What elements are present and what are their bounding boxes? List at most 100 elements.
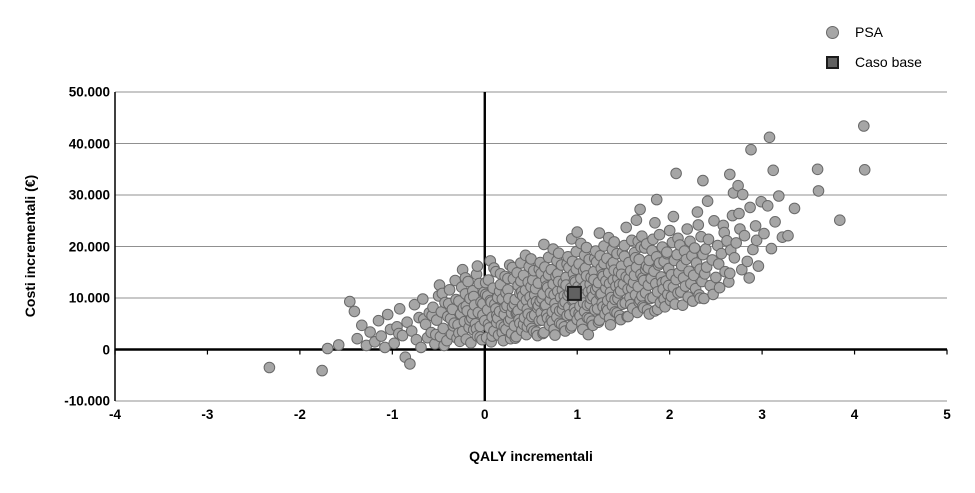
psa-point bbox=[538, 238, 550, 251]
psa-point bbox=[713, 281, 726, 294]
legend-item-psa: PSA bbox=[826, 24, 922, 40]
psa-point bbox=[356, 319, 368, 332]
psa-point bbox=[811, 163, 824, 176]
psa-point bbox=[691, 206, 704, 218]
psa-point bbox=[697, 174, 709, 187]
psa-point bbox=[676, 299, 689, 312]
psa-point bbox=[767, 164, 780, 177]
x-tick-label: 3 bbox=[758, 407, 766, 422]
psa-marker-icon bbox=[826, 25, 839, 39]
psa-point bbox=[702, 233, 715, 246]
psa-point bbox=[419, 318, 432, 331]
y-tick-label: 10.000 bbox=[68, 290, 110, 306]
psa-point bbox=[738, 229, 751, 242]
legend-label-psa: PSA bbox=[855, 24, 884, 40]
psa-point bbox=[471, 260, 484, 272]
psa-point bbox=[724, 267, 736, 280]
x-tick-label: -4 bbox=[108, 407, 122, 422]
psa-point bbox=[351, 332, 364, 345]
psa-point bbox=[321, 342, 334, 355]
psa-point bbox=[728, 251, 741, 264]
psa-point bbox=[752, 260, 765, 272]
psa-point bbox=[724, 168, 736, 181]
x-tick-label: 5 bbox=[943, 407, 951, 422]
psa-point bbox=[745, 143, 757, 156]
x-tick-label: 4 bbox=[850, 407, 859, 422]
x-axis-title: QALY incrementali bbox=[469, 448, 593, 464]
psa-point bbox=[667, 210, 680, 223]
psa-point bbox=[788, 202, 801, 215]
x-tick-label: -2 bbox=[293, 407, 306, 422]
psa-point bbox=[593, 227, 606, 239]
psa-point bbox=[769, 216, 781, 228]
legend-item-caso-base: Caso base bbox=[826, 54, 922, 70]
psa-point bbox=[670, 167, 682, 180]
psa-point bbox=[263, 361, 276, 374]
y-tick-label: 30.000 bbox=[68, 187, 110, 203]
x-tick-label: -3 bbox=[201, 407, 214, 422]
psa-point bbox=[699, 243, 712, 255]
psa-point bbox=[701, 195, 714, 207]
psa-point bbox=[634, 203, 646, 216]
psa-point bbox=[404, 358, 416, 370]
psa-point bbox=[812, 185, 825, 197]
y-tick-label: 50.000 bbox=[68, 84, 110, 100]
psa-point bbox=[688, 242, 701, 254]
psa-point bbox=[730, 237, 743, 249]
y-tick-label: -10.000 bbox=[64, 393, 110, 409]
psa-point bbox=[763, 131, 776, 144]
psa-point bbox=[630, 214, 643, 226]
psa-point bbox=[743, 272, 756, 284]
psa-point bbox=[408, 298, 421, 311]
psa-point bbox=[692, 219, 705, 231]
psa-point bbox=[663, 224, 676, 237]
psa-point bbox=[417, 293, 429, 305]
psa-point bbox=[653, 228, 666, 241]
psa-point bbox=[549, 329, 561, 341]
psa-point bbox=[750, 234, 763, 247]
psa-point bbox=[604, 319, 617, 331]
psa-point bbox=[858, 120, 870, 132]
psa-point bbox=[661, 246, 673, 258]
psa-point bbox=[405, 325, 418, 337]
psa-point bbox=[388, 337, 401, 350]
psa-point bbox=[736, 188, 749, 201]
psa-point bbox=[582, 328, 595, 341]
psa-point bbox=[741, 255, 754, 268]
psa-point bbox=[332, 339, 345, 351]
y-tick-label: 20.000 bbox=[68, 239, 110, 254]
psa-point bbox=[649, 217, 661, 229]
psa-point bbox=[761, 200, 774, 212]
psa-point bbox=[396, 329, 409, 342]
psa-point bbox=[571, 226, 584, 238]
psa-point bbox=[372, 314, 385, 327]
caso-base-marker-icon bbox=[826, 55, 839, 69]
psa-point bbox=[733, 207, 745, 220]
psa-point bbox=[462, 275, 474, 288]
y-tick-label: 0 bbox=[102, 342, 110, 357]
psa-point bbox=[364, 326, 376, 338]
psa-point bbox=[758, 227, 770, 240]
psa-point bbox=[381, 308, 394, 321]
psa-point bbox=[681, 223, 694, 235]
psa-point bbox=[443, 284, 456, 296]
psa-point bbox=[773, 190, 785, 202]
psa-point bbox=[749, 220, 762, 232]
psa-point bbox=[620, 221, 633, 234]
caso-base-point bbox=[566, 285, 582, 301]
y-axis-title: Costi incrementali (€) bbox=[22, 174, 38, 318]
legend: PSA Caso base bbox=[826, 24, 922, 84]
psa-point bbox=[415, 341, 427, 354]
psa-point bbox=[744, 201, 756, 214]
psa-point bbox=[834, 214, 846, 226]
psa-point bbox=[782, 229, 794, 242]
y-tick-label: 40.000 bbox=[68, 136, 110, 151]
psa-point bbox=[710, 271, 722, 284]
x-tick-label: 1 bbox=[573, 407, 581, 422]
psa-point bbox=[858, 164, 871, 176]
x-tick-label: 0 bbox=[481, 407, 489, 422]
psa-point bbox=[375, 330, 388, 342]
psa-point bbox=[736, 263, 748, 276]
